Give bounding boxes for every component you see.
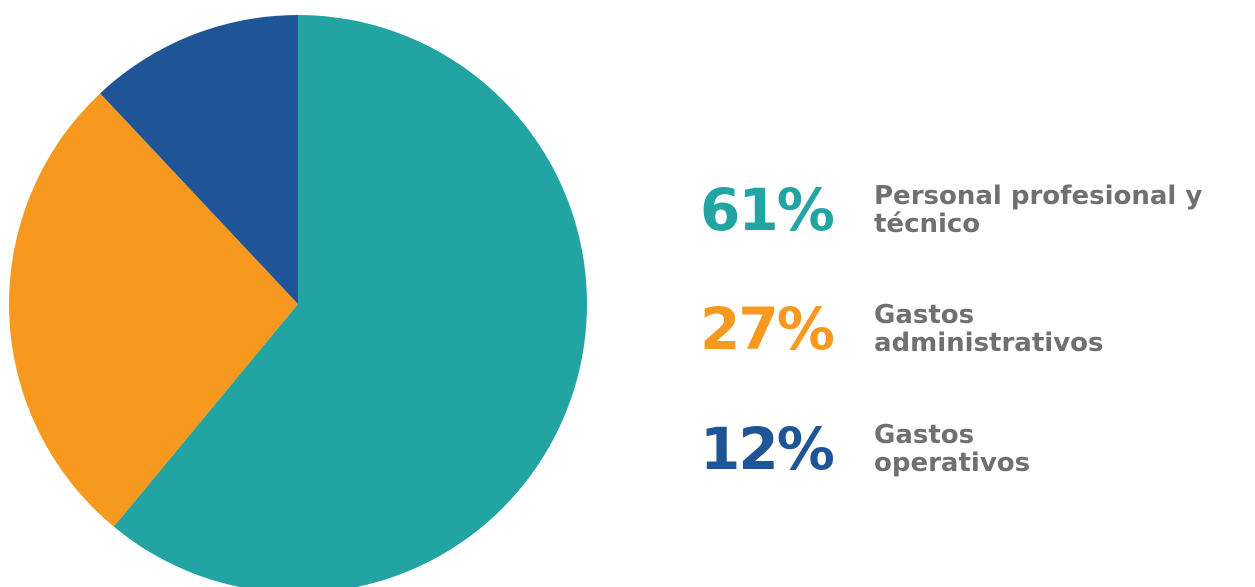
legend-label: Gastos administrativos bbox=[874, 301, 1103, 357]
pie-slice-0 bbox=[113, 15, 587, 587]
legend-percent: 61% bbox=[700, 176, 835, 244]
legend-label: Personal profesional y técnico bbox=[874, 182, 1202, 238]
legend-label-line: operativos bbox=[874, 448, 1031, 478]
legend-percent: 12% bbox=[700, 415, 835, 483]
pie-chart bbox=[8, 15, 587, 587]
legend-label: Gastos operativos bbox=[874, 421, 1030, 477]
legend-label-line: técnico bbox=[874, 209, 981, 239]
legend-item-personal: 61% Personal profesional y técnico bbox=[700, 181, 1202, 239]
pie-slice-1 bbox=[8, 93, 298, 527]
legend-label-line: Gastos bbox=[874, 300, 975, 330]
legend-item-administrativos: 27% Gastos administrativos bbox=[700, 300, 1103, 358]
legend-label-line: Gastos bbox=[874, 420, 975, 450]
legend-percent: 27% bbox=[700, 295, 835, 363]
pie-slice-2 bbox=[100, 15, 298, 304]
legend-label-line: administrativos bbox=[874, 328, 1104, 358]
legend-label-line: Personal profesional y bbox=[874, 181, 1203, 211]
legend-item-operativos: 12% Gastos operativos bbox=[700, 420, 1030, 478]
